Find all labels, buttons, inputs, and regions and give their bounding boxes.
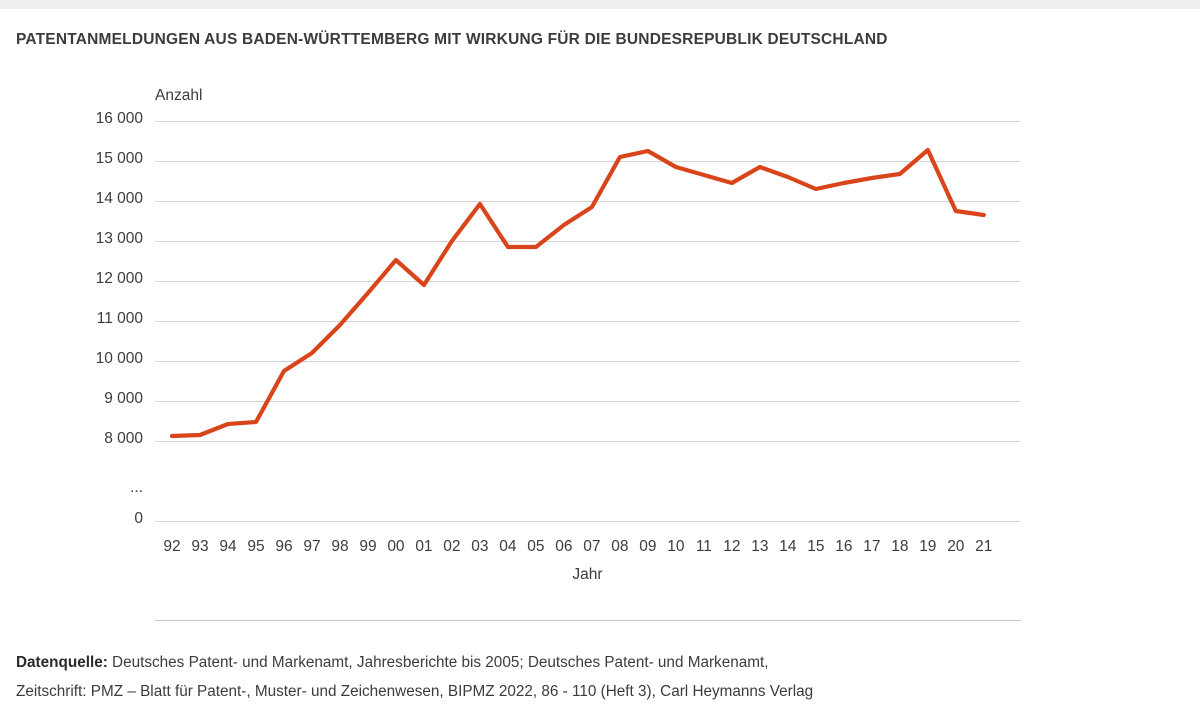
y-tick-label: 11 000 [96,310,143,327]
gridline [155,281,1020,282]
x-tick-label: 21 [975,538,993,555]
y-tick-label: 8 000 [104,430,143,447]
gridline [155,121,1020,122]
y-tick-label: ... [130,479,143,496]
gridline [155,401,1020,402]
x-tick-label: 16 [835,538,853,555]
x-tick-label: 95 [247,538,265,555]
gridline-zero [155,521,1020,522]
page-title: PATENTANMELDUNGEN AUS BADEN-WÜRTTEMBERG … [16,31,888,48]
x-tick-label: 11 [695,538,712,555]
source-line-1: Deutsches Patent- und Markenamt, Jahresb… [107,654,769,671]
x-tick-label: 17 [863,538,881,555]
x-tick-label: 03 [471,538,489,555]
x-tick-label: 97 [303,538,321,555]
gridline [155,321,1020,322]
x-tick-label: 99 [359,538,377,555]
source-line-2: Zeitschrift: PMZ – Blatt für Patent-, Mu… [16,683,814,700]
x-tick-label: 92 [163,538,181,555]
x-tick-label: 09 [639,538,657,555]
x-tick-label: 14 [779,538,797,555]
gridline [155,441,1020,442]
y-axis-title: Anzahl [155,87,203,104]
x-tick-label: 18 [891,538,909,555]
x-tick-label: 15 [807,538,825,555]
gridline [155,201,1020,202]
x-tick-label: 04 [499,538,517,555]
x-tick-label: 06 [555,538,573,555]
plot-area [155,110,1020,530]
x-tick-label: 07 [583,538,601,555]
gridline [155,361,1020,362]
series-line-chart [169,147,986,439]
x-tick-label: 10 [667,538,685,555]
y-tick-label: 15 000 [95,150,143,167]
gridline [155,161,1020,162]
source-label: Datenquelle: [16,654,108,671]
x-tick-label: 05 [527,538,545,555]
x-tick-label: 01 [415,538,433,555]
x-tick-label: 12 [723,538,741,555]
x-tick-label: 19 [919,538,937,555]
y-tick-label: 0 [134,510,143,527]
y-tick-label: 9 000 [104,390,143,407]
y-tick-label: 13 000 [95,230,143,247]
x-tick-label: 00 [387,538,405,555]
x-axis-title: Jahr [572,566,603,583]
x-tick-label: 96 [275,538,293,555]
x-tick-label: 98 [331,538,349,555]
y-tick-label: 10 000 [95,350,143,367]
x-tick-label: 94 [219,538,237,555]
x-tick-label: 13 [751,538,769,555]
y-tick-label: 12 000 [95,270,143,287]
x-tick-label: 02 [443,538,461,555]
y-tick-label: 16 000 [95,110,143,127]
y-tick-label: 14 000 [95,190,143,207]
series-polyline [169,147,986,439]
footer-divider [155,620,1021,621]
x-tick-label: 20 [947,538,965,555]
x-tick-label: 08 [611,538,629,555]
source-note: Datenquelle: Deutsches Patent- und Marke… [16,648,1191,706]
top-band [0,0,1200,9]
gridline [155,241,1020,242]
x-tick-label: 93 [191,538,209,555]
